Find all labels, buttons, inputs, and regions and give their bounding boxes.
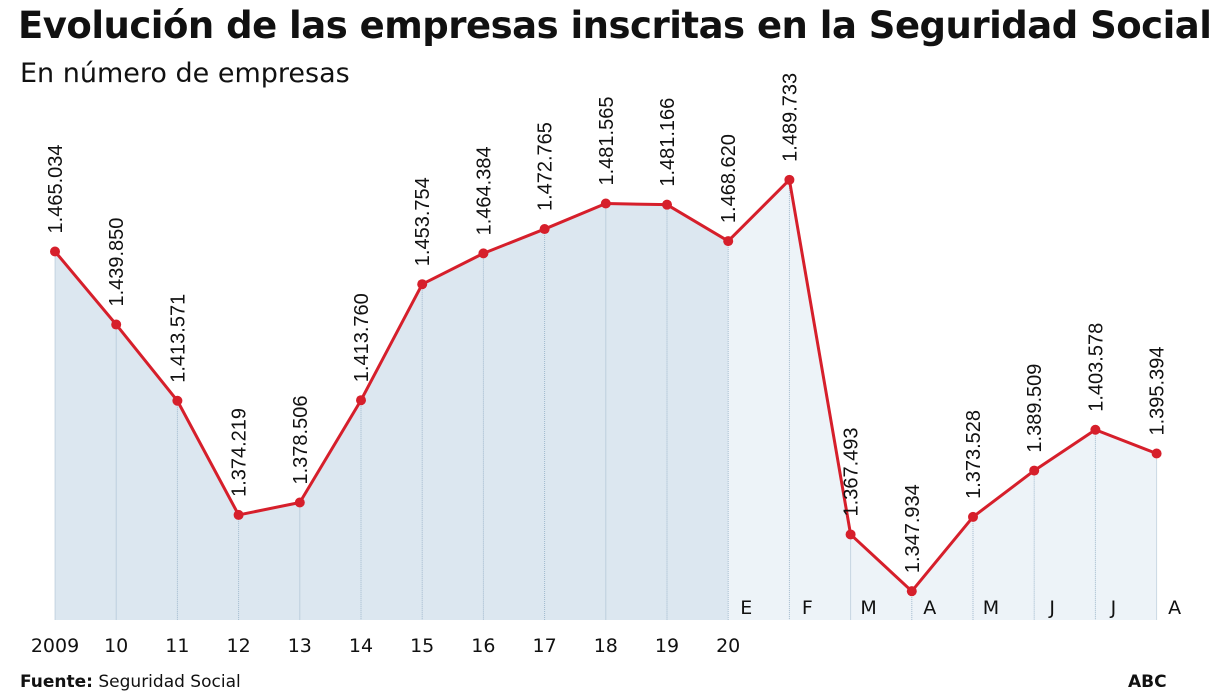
data-point — [784, 174, 795, 185]
data-label: 1.374.219 — [229, 408, 251, 497]
x-tick-label-year: 17 — [533, 635, 557, 657]
data-point — [172, 395, 183, 406]
data-label: 1.378.506 — [290, 396, 312, 485]
data-label: 1.367.493 — [841, 427, 863, 516]
data-point — [662, 199, 672, 210]
data-point — [233, 509, 244, 520]
data-point — [845, 529, 856, 540]
data-point — [968, 511, 978, 522]
data-label: 1.403.578 — [1085, 323, 1107, 412]
data-point — [294, 497, 305, 508]
data-point — [1090, 424, 1101, 435]
data-point — [111, 319, 122, 330]
x-tick-label-year: 19 — [655, 635, 679, 657]
data-label: 1.481.565 — [596, 97, 618, 186]
source-label: Fuente: — [20, 672, 93, 692]
area-fill-months — [728, 179, 1157, 620]
x-tick-label-year: 12 — [227, 635, 251, 657]
chart-title: Evolución de las empresas inscritas en l… — [18, 4, 1212, 47]
data-label: 1.439.850 — [106, 218, 128, 307]
data-point — [1029, 465, 1040, 476]
data-point — [539, 224, 550, 235]
x-tick-label-month: A — [923, 597, 936, 619]
x-tick-label-year: 13 — [288, 635, 312, 657]
data-point — [600, 198, 611, 209]
x-tick-label-month: J — [1110, 597, 1117, 619]
source-value: Seguridad Social — [98, 672, 241, 692]
chart-subtitle: En número de empresas — [20, 58, 350, 89]
data-label: 1.468.620 — [718, 134, 740, 223]
data-label: 1.464.384 — [473, 146, 495, 235]
data-label: 1.472.765 — [535, 122, 557, 211]
data-point — [356, 395, 366, 406]
x-tick-label-month: J — [1048, 597, 1055, 619]
data-point — [1151, 448, 1162, 459]
data-label: 1.489.733 — [779, 73, 801, 162]
data-label: 1.347.934 — [902, 484, 924, 573]
x-tick-label-month: F — [802, 597, 813, 619]
data-label: 1.395.394 — [1147, 347, 1169, 436]
data-point — [417, 279, 428, 290]
x-tick-label-month: M — [983, 597, 999, 619]
x-tick-label-year: 20 — [716, 635, 740, 657]
x-tick-label-year: 10 — [104, 635, 128, 657]
brand-logo: ABC — [1128, 672, 1167, 692]
data-label: 1.465.034 — [45, 144, 67, 233]
area-fill-years — [55, 203, 729, 621]
data-label: 1.453.754 — [412, 177, 434, 266]
data-label: 1.413.760 — [351, 293, 373, 382]
x-tick-label-month: E — [740, 597, 752, 619]
x-tick-label-year: 15 — [410, 635, 434, 657]
x-tick-label-year: 18 — [594, 635, 618, 657]
data-point — [906, 586, 917, 597]
x-tick-label-month: A — [1168, 597, 1181, 619]
source-note: Fuente: Seguridad Social — [20, 672, 241, 692]
x-tick-label-year: 14 — [349, 635, 373, 657]
x-tick-label-year: 16 — [471, 635, 495, 657]
x-tick-label-month: M — [860, 597, 876, 619]
data-point — [478, 248, 489, 259]
data-label: 1.481.166 — [657, 98, 679, 187]
data-point — [723, 236, 734, 247]
data-label: 1.413.571 — [167, 294, 189, 383]
x-tick-label-year: 2009 — [31, 635, 79, 657]
data-label: 1.389.509 — [1024, 364, 1046, 453]
data-point — [50, 246, 60, 257]
data-label: 1.373.528 — [963, 410, 985, 499]
x-tick-label-year: 11 — [165, 635, 189, 657]
